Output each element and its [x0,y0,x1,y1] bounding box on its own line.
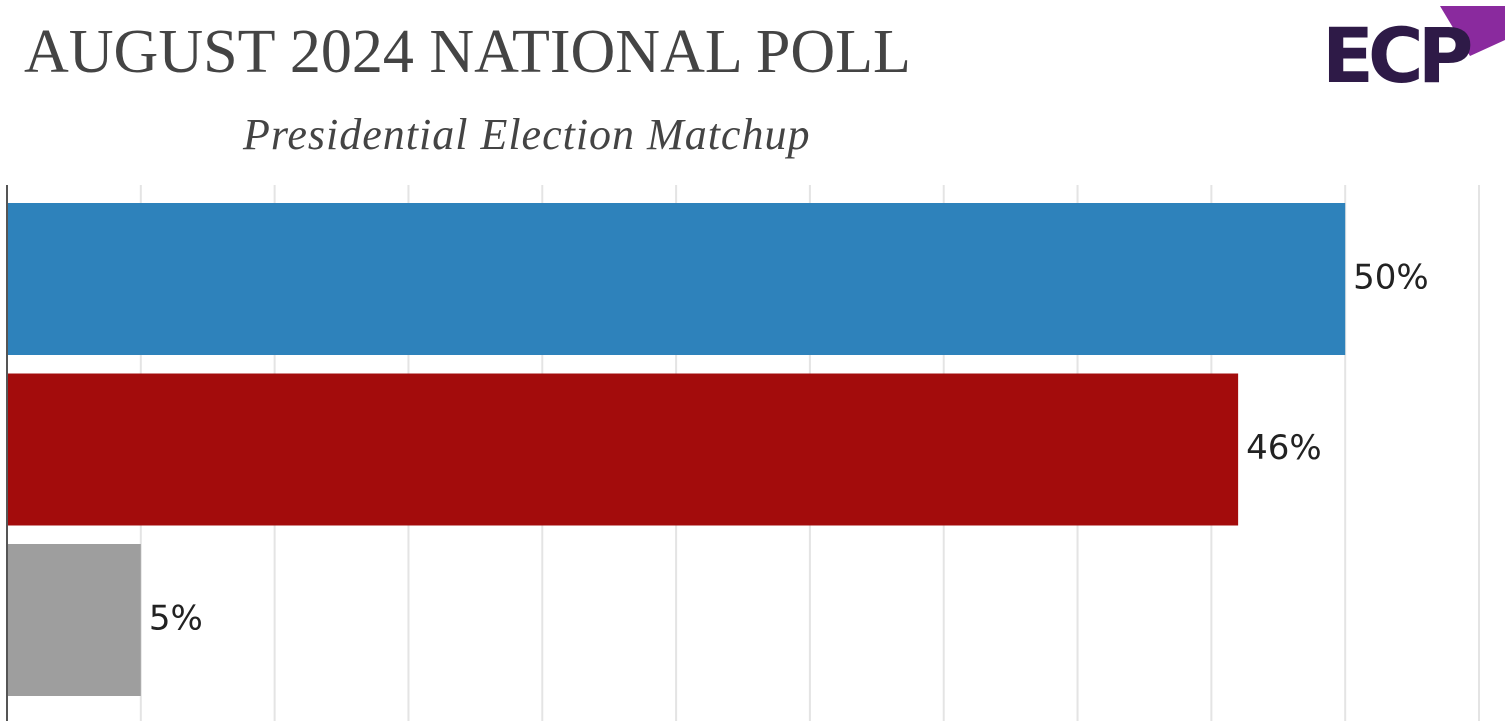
logo-group: ECP [1322,6,1505,100]
chart-title: AUGUST 2024 NATIONAL POLL [24,18,911,86]
bar [7,544,141,696]
value-label: 5% [149,599,203,639]
value-label: 46% [1246,428,1322,468]
logo: ECP [1322,11,1471,100]
value-label: 50% [1353,258,1429,298]
chart-subtitle: Presidential Election Matchup [242,110,810,159]
bar [7,203,1346,355]
logo-shape [1440,6,1505,56]
bar [7,373,1239,526]
